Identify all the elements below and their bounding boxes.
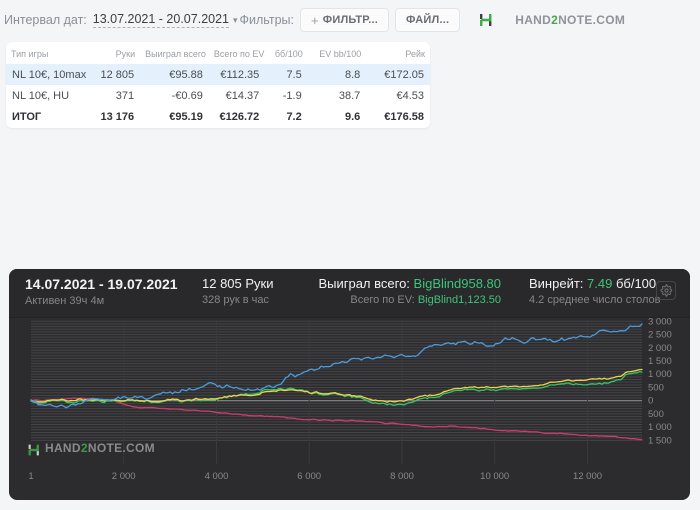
svg-text:2 500: 2 500 [648,330,672,341]
svg-text:3 000: 3 000 [648,318,672,327]
svg-text:1 000: 1 000 [648,422,672,433]
svg-text:1: 1 [28,471,33,482]
svg-text:1 000: 1 000 [648,369,672,380]
svg-text:12 000: 12 000 [573,471,602,482]
svg-text:6 000: 6 000 [297,471,321,482]
svg-text:4 000: 4 000 [205,471,229,482]
svg-text:500: 500 [648,383,664,394]
svg-text:0: 0 [648,396,653,407]
svg-text:8 000: 8 000 [390,471,414,482]
svg-text:10 000: 10 000 [480,471,509,482]
svg-text:2 000: 2 000 [112,471,136,482]
svg-text:500: 500 [648,409,664,420]
svg-text:1 500: 1 500 [648,435,672,446]
svg-text:2 000: 2 000 [648,343,672,354]
svg-text:1 500: 1 500 [648,356,672,367]
